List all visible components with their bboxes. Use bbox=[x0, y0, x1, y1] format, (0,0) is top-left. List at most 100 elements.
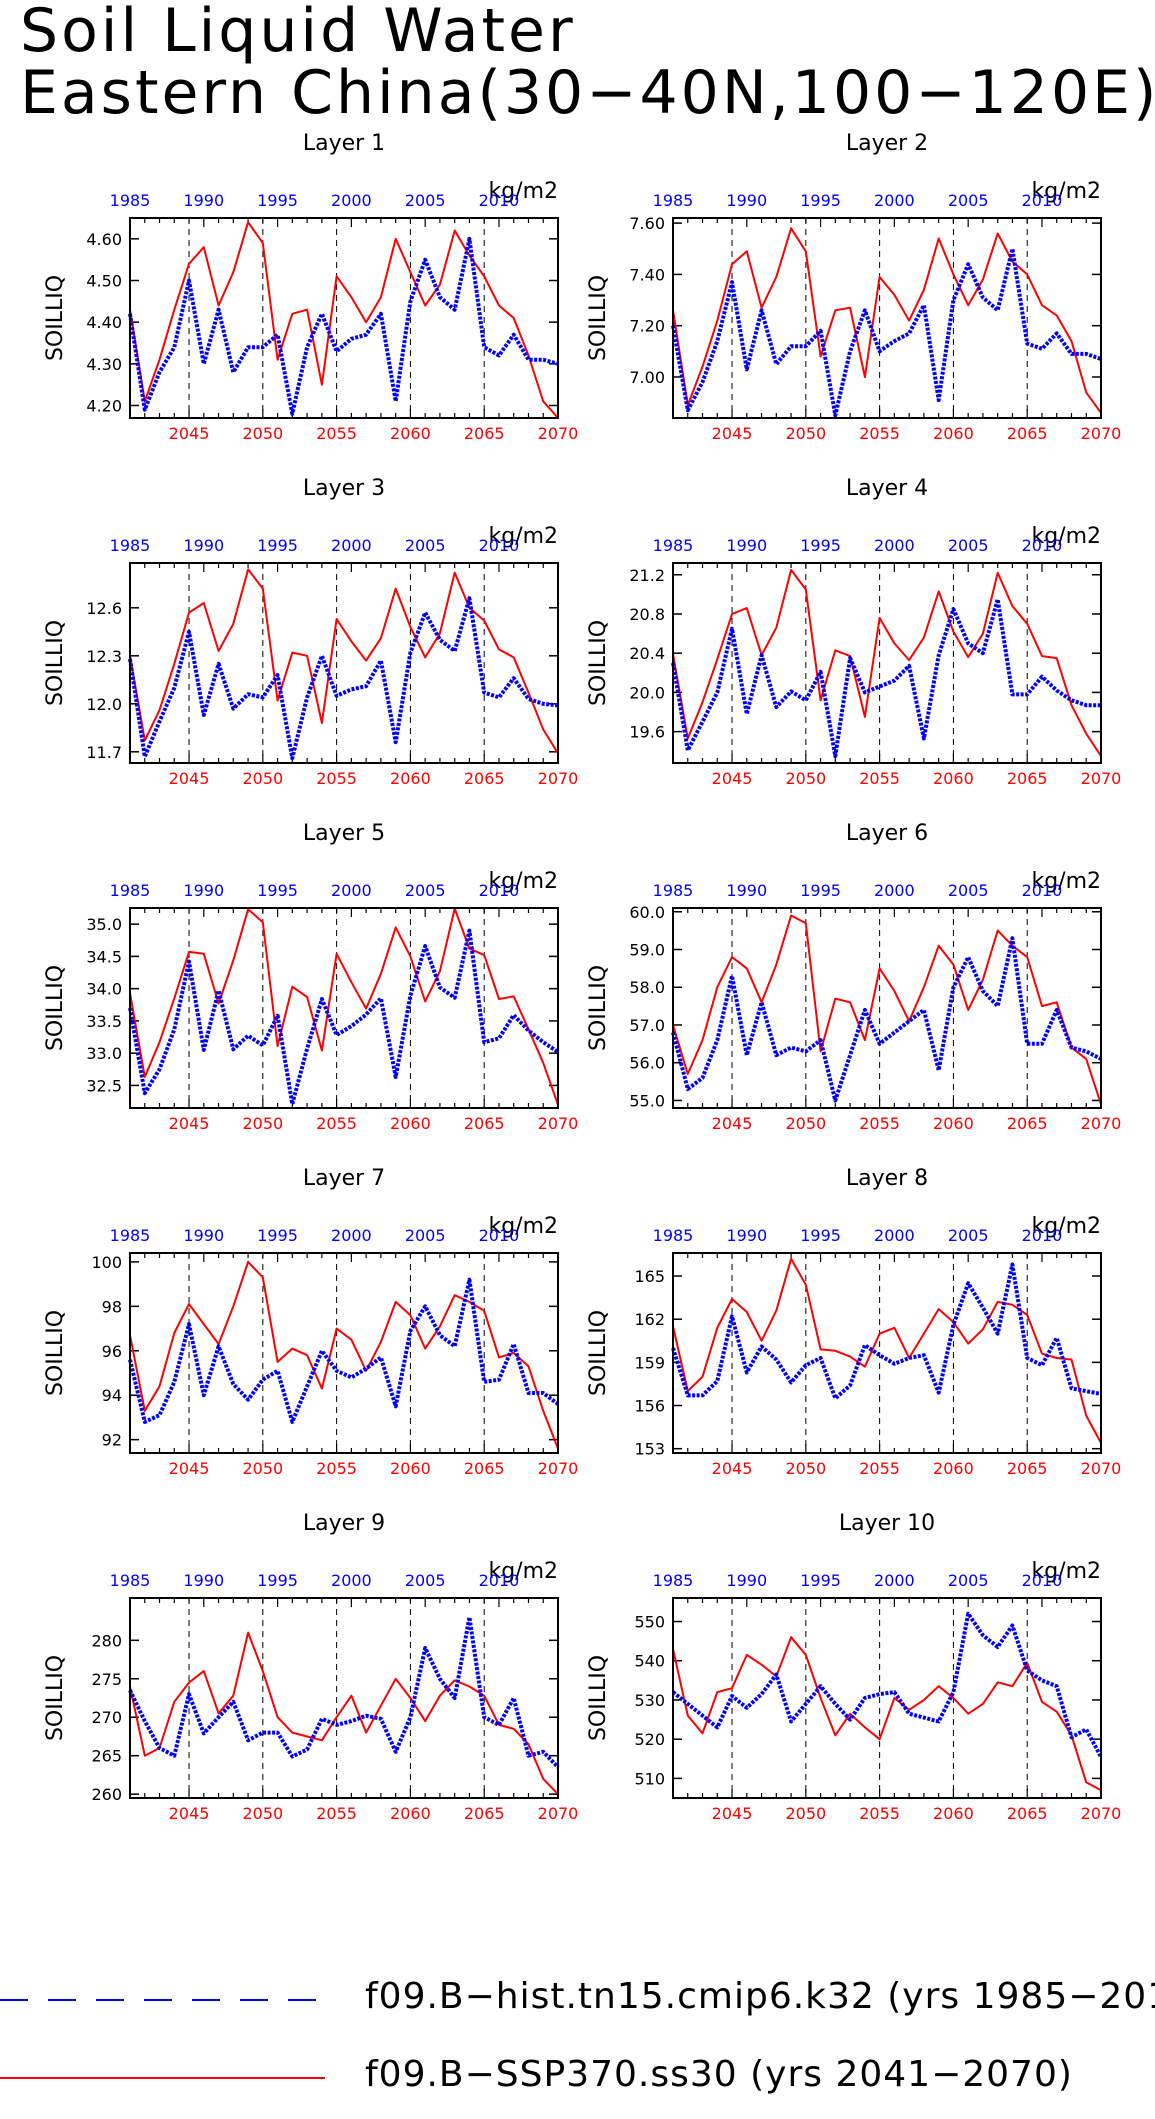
y-tick-label: 7.00 bbox=[629, 368, 665, 387]
x-bottom-tick-label: 2045 bbox=[712, 1804, 753, 1823]
x-bottom-tick-label: 2065 bbox=[1007, 1114, 1048, 1133]
x-bottom-tick-label: 2050 bbox=[785, 1459, 826, 1478]
x-bottom-tick-label: 2045 bbox=[712, 424, 753, 443]
x-bottom-tick-label: 2070 bbox=[538, 1804, 579, 1823]
y-tick-label: 550 bbox=[634, 1613, 665, 1632]
panel-title: Layer 2 bbox=[846, 131, 928, 156]
x-bottom-tick-label: 2045 bbox=[169, 1804, 210, 1823]
x-top-tick-label: 1985 bbox=[653, 1226, 694, 1245]
x-bottom-tick-label: 2060 bbox=[933, 1114, 974, 1133]
series-hist-line bbox=[128, 596, 559, 761]
x-bottom-tick-label: 2055 bbox=[316, 769, 357, 788]
figure-title-line-2: Eastern China(30−40N,100−120E) bbox=[20, 58, 1155, 128]
y-tick-label: 20.0 bbox=[629, 683, 665, 702]
y-tick-label: 34.0 bbox=[86, 980, 122, 999]
x-bottom-tick-label: 2050 bbox=[785, 424, 826, 443]
chart-panel: Layer 7 kg/m2 SOILLIQ 92 94 96 98 100 2045 2050 20… bbox=[43, 1166, 578, 1478]
x-bottom-tick-label: 2060 bbox=[390, 1114, 431, 1133]
x-bottom-tick-label: 2070 bbox=[1081, 424, 1122, 443]
chart-panel: Layer 4 kg/m2 SOILLIQ 19.6 20.0 20.4 20.8 21.2 2… bbox=[586, 476, 1121, 788]
x-top-tick-label: 1995 bbox=[257, 881, 298, 900]
series-ssp-line bbox=[129, 568, 559, 754]
y-axis-label: SOILLIQ bbox=[586, 1655, 611, 1741]
legend-lines bbox=[0, 1999, 325, 2079]
x-bottom-tick-label: 2050 bbox=[242, 1114, 283, 1133]
x-top-tick-label: 1995 bbox=[800, 1571, 841, 1590]
y-tick-label: 34.5 bbox=[86, 947, 122, 966]
chart-panel: Layer 10 kg/m2 SOILLIQ 510 520 530 540 550 2045 2… bbox=[586, 1511, 1121, 1823]
x-top-tick-label: 2000 bbox=[874, 1571, 915, 1590]
panel-title: Layer 6 bbox=[846, 821, 928, 846]
units-label: kg/m2 bbox=[488, 869, 558, 894]
panel-title: Layer 10 bbox=[839, 1511, 935, 1536]
figure-title: Soil Liquid Water Eastern China(30−40N,1… bbox=[20, 0, 1155, 124]
x-bottom-tick-label: 2055 bbox=[859, 1804, 900, 1823]
x-top-tick-label: 2000 bbox=[331, 881, 372, 900]
y-tick-label: 265 bbox=[91, 1747, 122, 1766]
y-tick-label: 59.0 bbox=[629, 941, 665, 960]
y-tick-label: 33.5 bbox=[86, 1012, 122, 1031]
x-bottom-tick-label: 2050 bbox=[785, 769, 826, 788]
chart-panel: Layer 8 kg/m2 SOILLIQ 153 156 159 162 165 2045 20… bbox=[586, 1166, 1121, 1478]
y-tick-label: 19.6 bbox=[629, 723, 665, 742]
units-label: kg/m2 bbox=[1031, 1214, 1101, 1239]
x-bottom-tick-label: 2050 bbox=[785, 1804, 826, 1823]
y-tick-label: 530 bbox=[634, 1691, 665, 1710]
x-bottom-tick-label: 2050 bbox=[242, 424, 283, 443]
x-bottom-tick-label: 2045 bbox=[712, 1114, 753, 1133]
y-tick-label: 12.6 bbox=[86, 599, 122, 618]
x-bottom-tick-label: 2055 bbox=[316, 1804, 357, 1823]
series-hist-line bbox=[671, 597, 1101, 759]
x-top-tick-label: 2005 bbox=[948, 1571, 989, 1590]
x-top-tick-label: 2010 bbox=[479, 881, 520, 900]
y-tick-label: 540 bbox=[634, 1652, 665, 1671]
x-bottom-tick-label: 2055 bbox=[859, 1459, 900, 1478]
y-tick-label: 260 bbox=[91, 1785, 122, 1804]
plot-frame bbox=[129, 1597, 559, 1799]
y-tick-label: 33.0 bbox=[86, 1044, 122, 1063]
x-top-tick-label: 1985 bbox=[110, 1571, 151, 1590]
y-tick-label: 4.50 bbox=[86, 272, 122, 291]
x-bottom-tick-label: 2070 bbox=[538, 769, 579, 788]
x-top-tick-label: 2010 bbox=[479, 1571, 520, 1590]
x-bottom-tick-label: 2060 bbox=[390, 1804, 431, 1823]
x-top-tick-label: 1995 bbox=[800, 191, 841, 210]
y-tick-label: 7.20 bbox=[629, 317, 665, 336]
units-label: kg/m2 bbox=[1031, 869, 1101, 894]
x-top-tick-label: 2010 bbox=[1022, 191, 1063, 210]
panel-title: Layer 3 bbox=[303, 476, 385, 501]
x-top-tick-label: 1990 bbox=[726, 191, 767, 210]
x-bottom-tick-label: 2050 bbox=[242, 1804, 283, 1823]
plot-frame bbox=[129, 562, 559, 764]
panel-title: Layer 5 bbox=[303, 821, 385, 846]
x-bottom-tick-label: 2060 bbox=[390, 1459, 431, 1478]
units-label: kg/m2 bbox=[488, 1559, 558, 1584]
x-bottom-tick-label: 2045 bbox=[712, 1459, 753, 1478]
x-top-tick-label: 1995 bbox=[257, 191, 298, 210]
y-tick-label: 156 bbox=[634, 1397, 665, 1416]
y-tick-label: 4.30 bbox=[86, 355, 122, 374]
y-tick-label: 520 bbox=[634, 1730, 665, 1749]
plot-frame bbox=[672, 217, 1102, 419]
y-tick-label: 275 bbox=[91, 1670, 122, 1689]
plot-frame bbox=[672, 907, 1102, 1109]
y-tick-label: 20.8 bbox=[629, 605, 665, 624]
x-top-tick-label: 1995 bbox=[257, 1226, 298, 1245]
x-top-tick-label: 2010 bbox=[1022, 536, 1063, 555]
x-bottom-tick-label: 2045 bbox=[169, 424, 210, 443]
x-bottom-tick-label: 2065 bbox=[1007, 1804, 1048, 1823]
series-hist-line bbox=[128, 928, 560, 1107]
x-bottom-tick-label: 2065 bbox=[464, 769, 505, 788]
y-axis-label: SOILLIQ bbox=[43, 620, 68, 706]
x-bottom-tick-label: 2065 bbox=[464, 1459, 505, 1478]
y-axis-label: SOILLIQ bbox=[43, 1310, 68, 1396]
x-top-tick-label: 2005 bbox=[948, 881, 989, 900]
x-top-tick-label: 2005 bbox=[948, 536, 989, 555]
x-bottom-tick-label: 2065 bbox=[464, 424, 505, 443]
x-bottom-tick-label: 2070 bbox=[1081, 1459, 1122, 1478]
series-ssp-line bbox=[129, 1260, 559, 1449]
units-label: kg/m2 bbox=[488, 179, 558, 204]
x-top-tick-label: 2000 bbox=[874, 191, 915, 210]
x-bottom-tick-label: 2060 bbox=[390, 769, 431, 788]
panel-title: Layer 8 bbox=[846, 1166, 928, 1191]
